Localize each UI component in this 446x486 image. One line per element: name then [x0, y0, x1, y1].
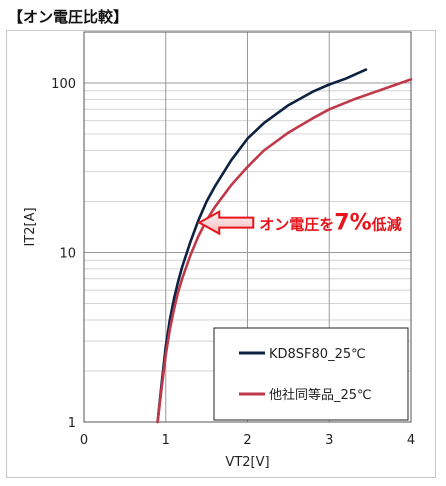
x-tick-label: 4 [407, 433, 415, 448]
annotation-suffix: 低減 [371, 216, 402, 234]
x-tick-label: 3 [325, 433, 333, 448]
x-axis-label: VT2[V] [225, 455, 269, 470]
annotation: オン電圧を7%低減 [197, 209, 402, 236]
annotation-text: オン電圧を7%低減 [259, 211, 401, 236]
y-axis-label: IT2[A] [23, 207, 38, 246]
legend-box [213, 327, 409, 421]
annotation-highlight: 7% [334, 211, 371, 236]
legend-label-0: KD8SF80_25℃ [269, 347, 366, 362]
y-tick-label: 100 [51, 77, 76, 92]
x-tick-label: 0 [80, 433, 88, 448]
series-line-1 [156, 78, 413, 424]
legend: KD8SF80_25℃ 他社同等品_25℃ [213, 327, 409, 421]
series-lines [156, 68, 413, 424]
x-tick-label: 2 [243, 433, 251, 448]
y-tick-label: 1 [68, 416, 76, 431]
annotation-prefix: オン電圧を [259, 216, 334, 234]
plot-area [83, 31, 412, 423]
series-line-0 [156, 68, 368, 424]
annotation-arrow [197, 209, 255, 236]
x-tick-label: 1 [162, 433, 170, 448]
chart-heading: 【オン電圧比較】 [8, 8, 129, 26]
legend-label-1: 他社同等品_25℃ [269, 387, 372, 403]
y-tick-label: 10 [59, 247, 76, 262]
